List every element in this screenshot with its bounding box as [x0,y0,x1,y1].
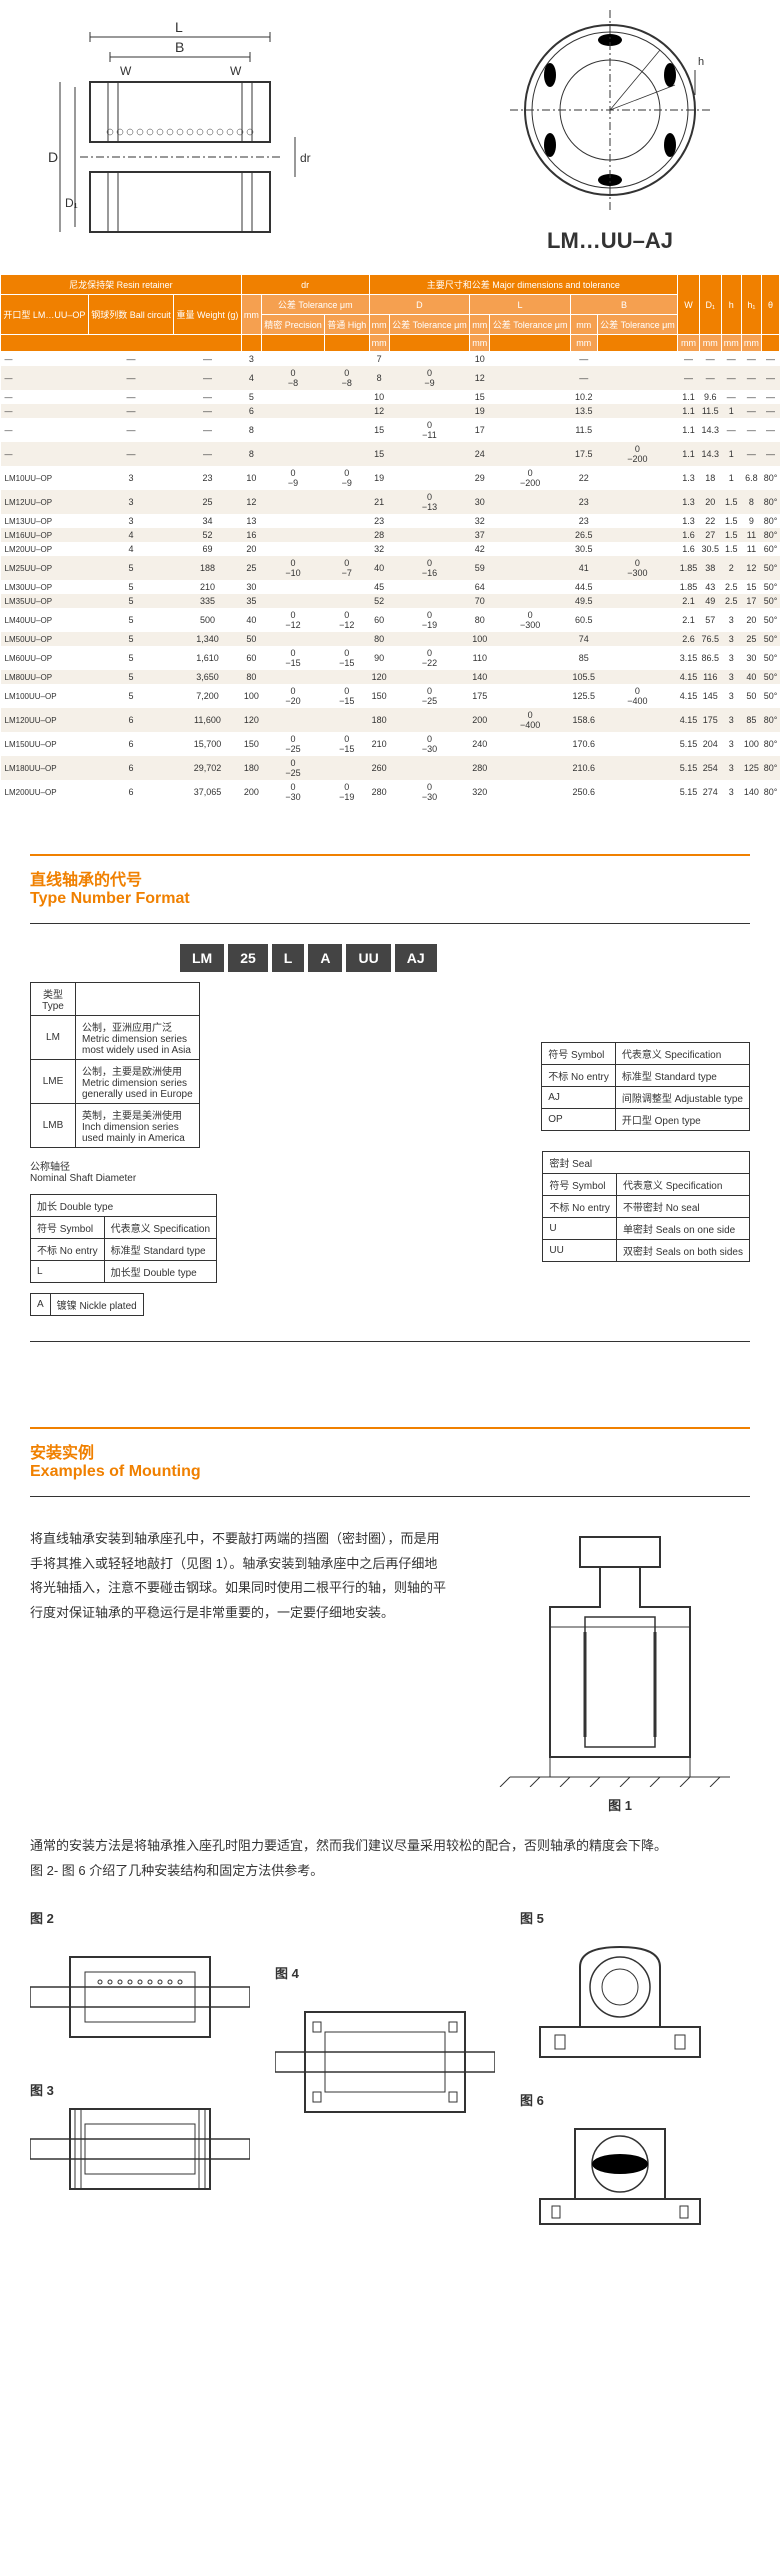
product-model-label: LM…UU–AJ [470,228,750,254]
table-row: ———40 −80 −880 −912—————— [1,366,780,390]
table-row: LM10UU–OP323100 −90 −919290 −200221.3181… [1,466,780,490]
dim-W1: W [120,64,132,78]
figure-4 [275,1982,495,2142]
double-type-table: 加长 Double type 符号 Symbol代表意义 Specificati… [30,1194,217,1283]
type-format-title-cn: 直线轴承的代号 [30,866,750,890]
figure-3-label: 图 3 [30,2080,260,2099]
figure-5 [520,1927,720,2077]
figure-3 [30,2099,250,2199]
table-row: LM30UU–OP521030456444.51.85432.51550° [1,580,780,594]
table-row: LM40UU–OP5500400 −120 −12600 −19800 −300… [1,608,780,632]
table-row: ———8152417.50 −2001.114.31—— [1,442,780,466]
mounting-title-en: Examples of Mounting [30,1463,750,1481]
figure-5-label: 图 5 [520,1908,750,1927]
table-row: LM25UU–OP5188250 −100 −7400 −1659410 −30… [1,556,780,580]
table-row: LM50UU–OP51,3405080100742.676.532550° [1,632,780,646]
dim-dr: dr [300,151,311,165]
table-row: LM20UU–OP46920324230.51.630.51.51160° [1,542,780,556]
table-row: LM13UU–OP334132332231.3221.5980° [1,514,780,528]
dim-L: L [175,19,183,35]
dim-h: h [698,56,704,68]
cross-section-drawing: L B W W D D₁ dr [30,12,440,252]
table-row: LM12UU–OP32512210 −1330231.3201.5880° [1,490,780,514]
table-row: LM150UU–OP615,7001500 −250 −152100 −3024… [1,732,780,756]
figure-1: 图 1 [490,1527,750,1814]
dim-W2: W [230,64,242,78]
format-code-boxes: LM 25 L A UU AJ [180,944,750,972]
table-row: LM80UU–OP53,65080120140105.54.1511634050… [1,670,780,684]
table-row: ———3710—————— [1,352,780,367]
mounting-title-cn: 安装实例 [30,1439,750,1463]
mounting-paragraph-1: 将直线轴承安装到轴承座孔中，不要敲打两端的挡圈（密封圈），而是用手将其推入或轻轻… [30,1527,470,1814]
figure-2-label: 图 2 [30,1908,260,1927]
figure-2 [30,1927,250,2067]
dim-D: D [48,149,58,165]
table-row: LM180UU–OP629,7021800 −25260280210.65.15… [1,756,780,780]
table-row: ———8150 −111711.51.114.3——— [1,418,780,442]
table-row: ———5101510.21.19.6——— [1,390,780,404]
table-row: LM120UU–OP611,6001201802000 −400158.64.1… [1,708,780,732]
table-row: ———6121913.51.111.51—— [1,404,780,418]
type-definitions-table: 类型 Type LM公制，亚洲应用广泛Metric dimension seri… [30,982,200,1148]
seal-table: 密封 Seal 符号 Symbol代表意义 Specification 不标 N… [542,1151,750,1262]
table-row: LM200UU–OP637,0652000 −300 −192800 −3032… [1,780,780,804]
nickel-table: A镀镍 Nickle plated [30,1293,144,1316]
table-row: LM16UU–OP45216283726.51.6271.51180° [1,528,780,542]
specifications-table: 尼龙保持架 Resin retainer dr 主要尺寸和公差 Major di… [0,274,780,804]
mounting-section: 安装实例 Examples of Mounting 将直线轴承安装到轴承座孔中，… [0,1377,780,2262]
end-view-drawing: h LM…UU–AJ [470,10,750,254]
figure-4-label: 图 4 [275,1963,505,1982]
table-row: LM35UU–OP533535527049.52.1492.51750° [1,594,780,608]
variant-type-table: 符号 Symbol代表意义 Specification 不标 No entry标… [541,1042,750,1131]
type-format-title-en: Type Number Format [30,890,750,908]
type-format-section: 直线轴承的代号 Type Number Format LM 25 L A UU … [0,804,780,1377]
technical-drawing-area: L B W W D D₁ dr [0,0,780,274]
table-row: LM60UU–OP51,610600 −150 −15900 −22110853… [1,646,780,670]
dim-D1: D₁ [65,196,78,210]
mounting-paragraph-2: 通常的安装方法是将轴承推入座孔时阻力要适宜，然而我们建议尽量采用较松的配合，否则… [30,1834,750,1883]
table-row: LM100UU–OP57,2001000 −200 −151500 −25175… [1,684,780,708]
dim-B: B [175,39,184,55]
nominal-label: 公称轴径Nominal Shaft Diameter [30,1158,310,1184]
figure-6 [520,2109,720,2239]
figure-6-label: 图 6 [520,2090,750,2109]
